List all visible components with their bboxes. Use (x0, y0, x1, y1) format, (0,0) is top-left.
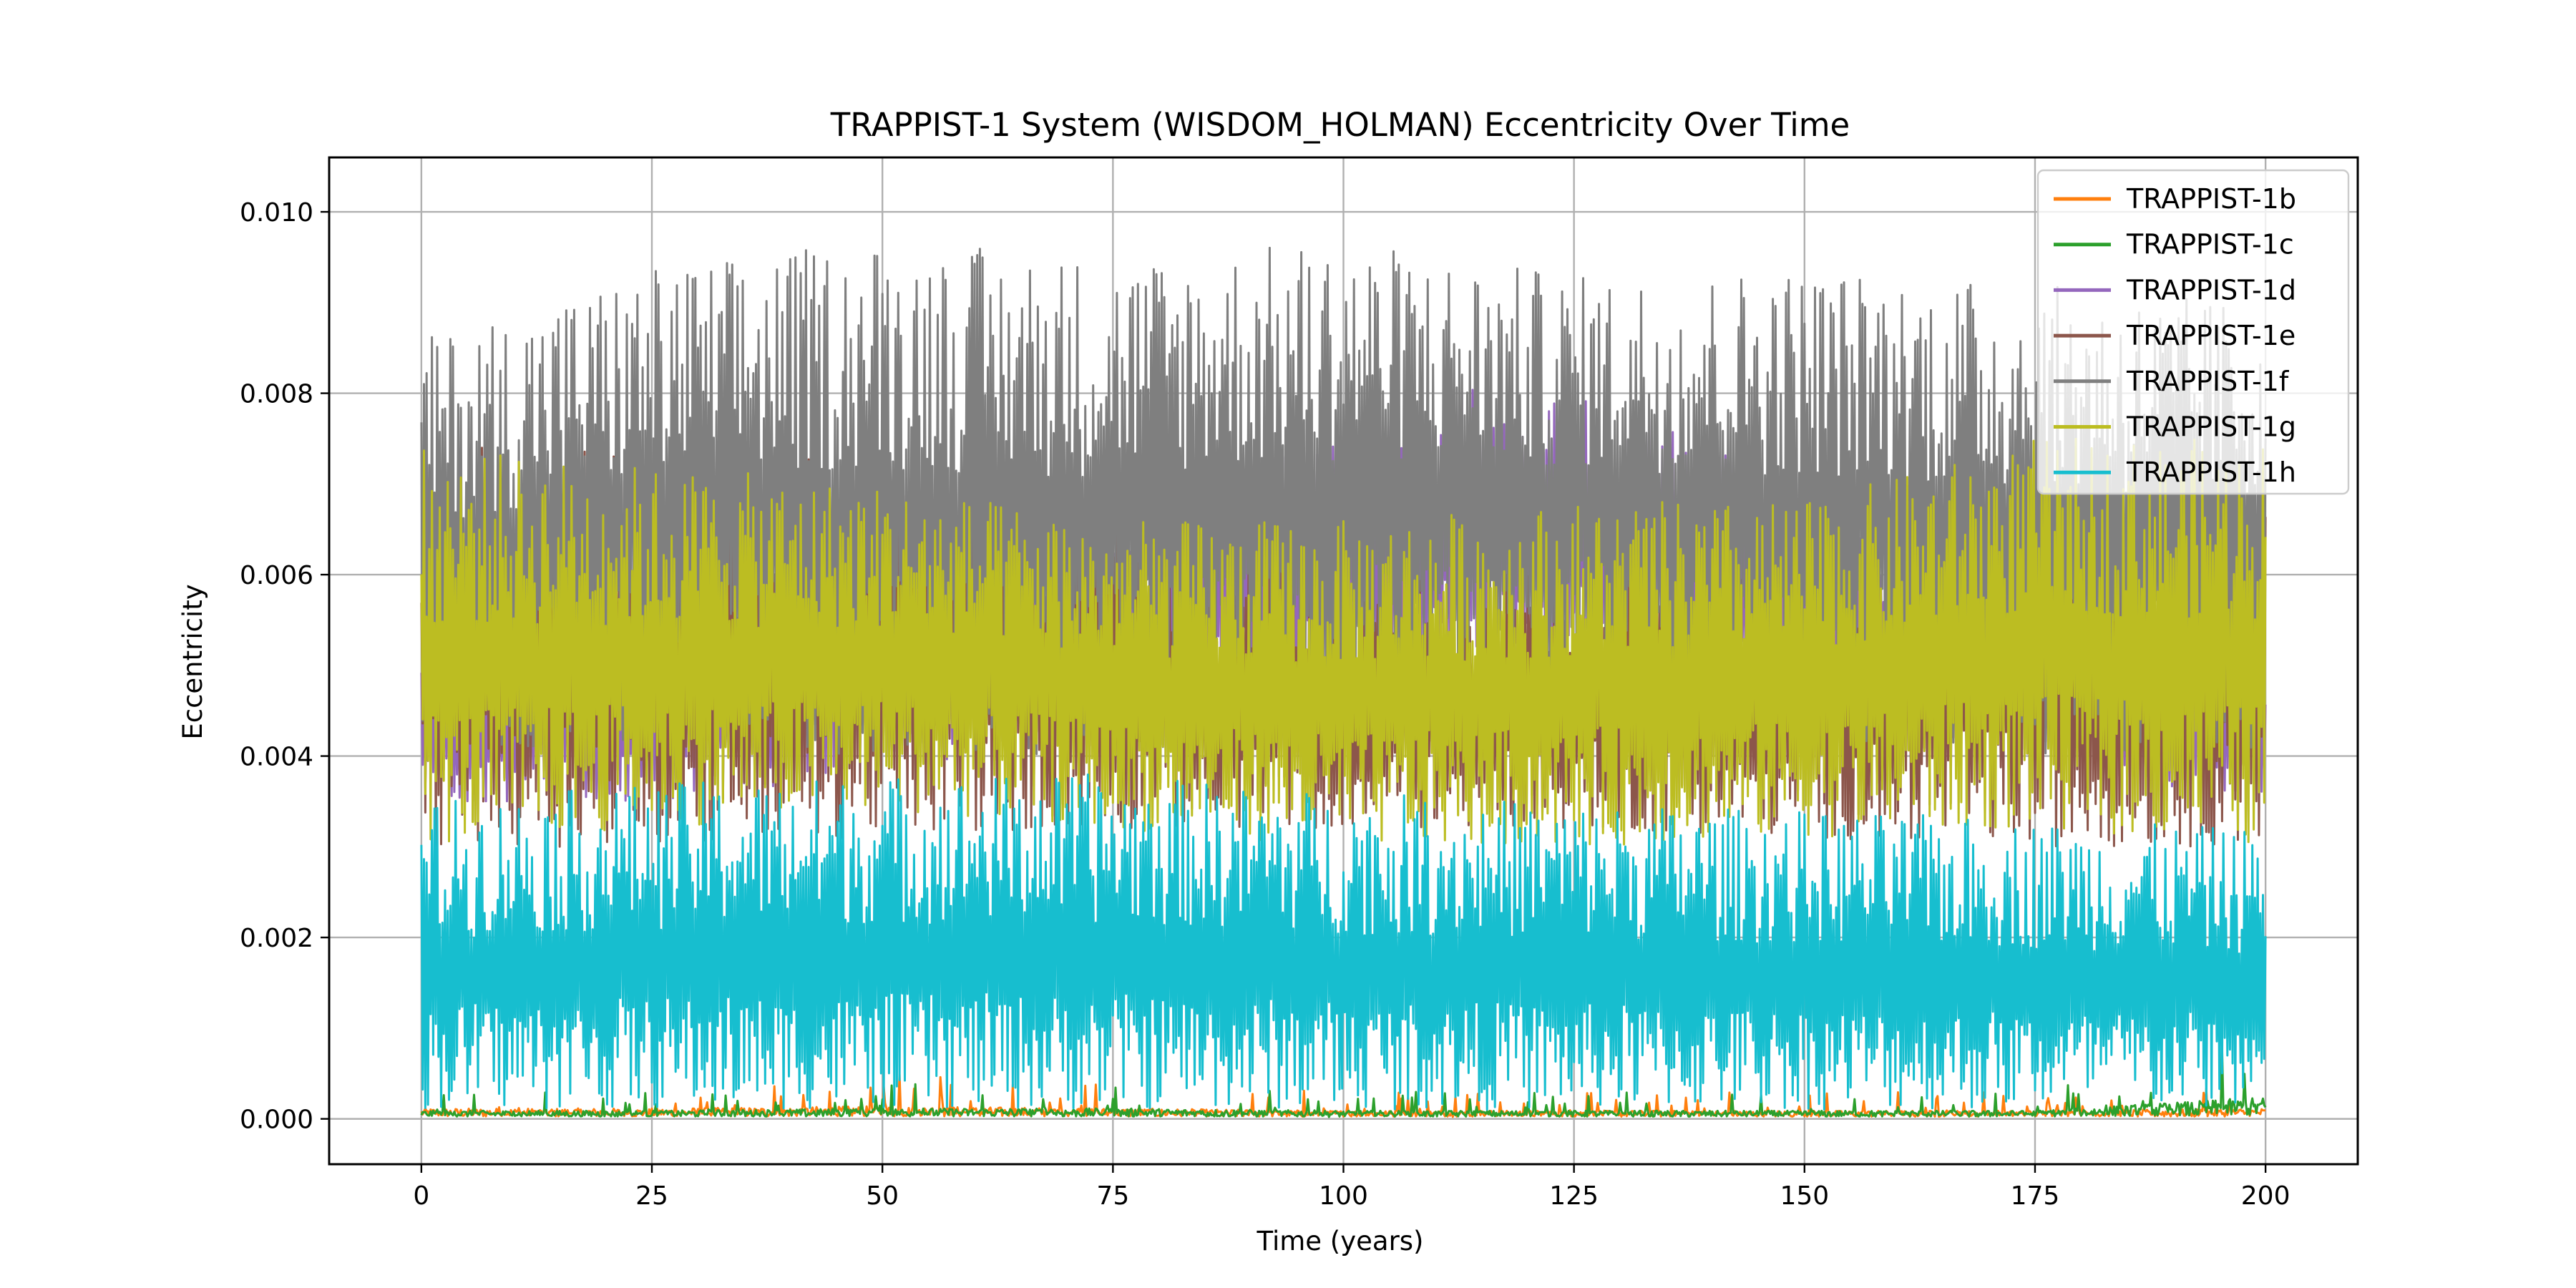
x-tick-label: 200 (2241, 1181, 2290, 1211)
y-tick-label: 0.004 (240, 743, 313, 772)
ticks: 0 25 50 75 100 125 150 175 200 0.000 0.002 0.004 0.0… (240, 198, 2290, 1211)
x-axis-label: Time (years) (1256, 1226, 1423, 1257)
y-tick-label: 0.000 (240, 1106, 313, 1135)
plot-area (420, 246, 2267, 1118)
series-layer (420, 246, 2267, 1118)
legend: TRAPPIST-1b TRAPPIST-1c TRAPPIST-1d TRAPPIS… (2036, 169, 2350, 495)
legend-label: TRAPPIST-1h (2126, 457, 2296, 488)
series-line-trappist-1g (420, 437, 2267, 846)
series-line-trappist-1c (420, 1047, 2267, 1118)
series-line-trappist-1f (420, 246, 2267, 756)
y-tick-label: 0.010 (240, 198, 313, 228)
legend-label: TRAPPIST-1g (2126, 411, 2296, 443)
x-tick-label: 125 (1549, 1181, 1599, 1211)
x-tick-label: 25 (635, 1181, 668, 1211)
legend-label: TRAPPIST-1f (2126, 366, 2290, 397)
y-tick-label: 0.006 (240, 561, 313, 590)
y-tick-label: 0.002 (240, 924, 313, 953)
y-axis-label: Eccentricity (177, 584, 208, 739)
x-tick-label: 50 (866, 1181, 899, 1211)
x-tick-label: 75 (1096, 1181, 1129, 1211)
x-tick-label: 175 (2011, 1181, 2060, 1211)
chart-title: TRAPPIST-1 System (WISDOM_HOLMAN) Eccent… (830, 106, 1850, 144)
legend-label: TRAPPIST-1b (2126, 183, 2296, 215)
series-line-trappist-1b (420, 1073, 2266, 1118)
legend-box (2036, 169, 2350, 495)
legend-label: TRAPPIST-1d (2126, 274, 2296, 306)
x-tick-label: 0 (413, 1181, 429, 1211)
series-line-trappist-1h (420, 774, 2267, 1111)
y-tick-label: 0.008 (240, 380, 313, 409)
legend-label: TRAPPIST-1c (2126, 229, 2294, 260)
x-tick-label: 150 (1780, 1181, 1829, 1211)
legend-label: TRAPPIST-1e (2126, 320, 2296, 351)
x-tick-label: 100 (1319, 1181, 1368, 1211)
